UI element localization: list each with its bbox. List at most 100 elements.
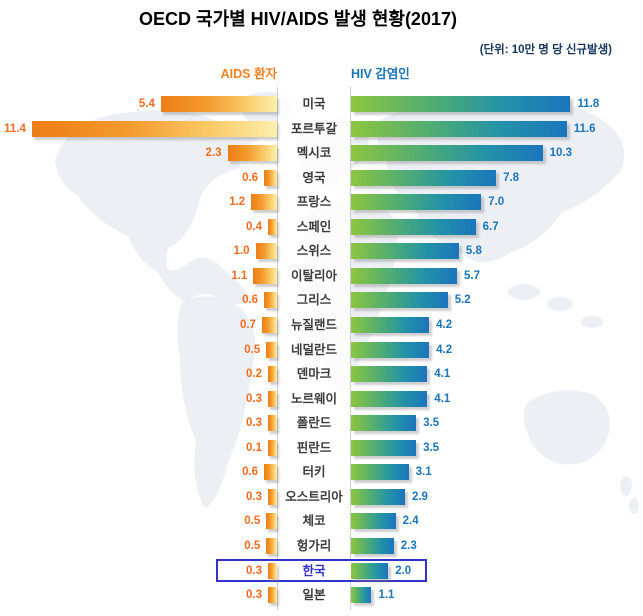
hiv-value-label: 4.2 (436, 343, 453, 356)
hiv-bar (351, 120, 567, 137)
hiv-value-label: 2.0 (395, 564, 412, 577)
legend-aids-label: AIDS 환자 (220, 67, 277, 81)
aids-bar (227, 145, 277, 162)
country-label: 포르투갈 (290, 121, 337, 136)
aids-bar (268, 562, 277, 579)
legend-hiv-label: HIV 감염인 (351, 67, 410, 81)
country-label: 노르웨이 (290, 391, 337, 406)
hiv-bar (351, 464, 409, 481)
hiv-bar (351, 562, 389, 579)
right-axis-line (350, 87, 351, 610)
aids-value-label: 0.7 (239, 319, 256, 331)
country-label: 일본 (302, 588, 326, 602)
aids-bar (266, 341, 277, 358)
hiv-bar (351, 341, 430, 358)
aids-bar (255, 243, 277, 260)
aids-bar (268, 218, 277, 235)
hiv-value-label: 1.1 (378, 589, 395, 601)
hiv-bar (351, 169, 497, 186)
hiv-value-label: 2.9 (411, 490, 428, 503)
hiv-value-label: 5.7 (464, 269, 481, 282)
hiv-value-label: 5.2 (454, 294, 471, 307)
country-label: 미국 (302, 97, 326, 111)
country-label: 헝가리 (296, 538, 332, 553)
chart-title: OECD 국가별 HIV/AIDS 발생 현황(2017) (139, 9, 457, 29)
aids-bar (251, 194, 277, 211)
hiv-bar (351, 415, 417, 432)
country-label: 폴란드 (296, 416, 332, 431)
aids-value-label: 1.0 (233, 245, 250, 258)
hiv-value-label: 4.1 (434, 368, 451, 381)
unit-note: (단위: 10만 명 당 신규발생) (479, 44, 612, 56)
aids-bar (268, 415, 277, 432)
hiv-bar (351, 243, 459, 260)
aids-bar (160, 96, 277, 112)
hiv-value-label: 11.8 (577, 98, 600, 110)
country-label: 오스트리아 (285, 489, 343, 504)
aids-value-label: 0.4 (246, 220, 262, 233)
aids-value-label: 0.3 (246, 564, 262, 577)
aids-value-label: 11.4 (4, 122, 26, 135)
aids-value-label: 0.3 (246, 417, 262, 430)
hiv-bar (351, 366, 428, 383)
hiv-bar (351, 513, 396, 530)
aids-bar (268, 390, 277, 407)
aids-value-label: 0.3 (246, 589, 262, 601)
aids-value-label: 5.4 (138, 98, 155, 110)
aids-bar (264, 464, 277, 481)
hiv-value-label: 7.8 (503, 171, 520, 184)
country-label: 덴마크 (296, 367, 332, 382)
hiv-bar (351, 145, 543, 162)
aids-value-label: 0.6 (242, 466, 259, 479)
country-label: 그리스 (296, 293, 332, 308)
country-label: 터키 (302, 465, 326, 480)
hiv-value-label: 2.4 (402, 515, 419, 528)
left-axis-line (277, 87, 278, 610)
country-label: 핀란드 (296, 440, 332, 455)
hiv-value-label: 6.7 (482, 220, 499, 233)
hiv-value-label: 7.0 (488, 196, 505, 209)
aids-bar (253, 267, 277, 284)
country-label: 영국 (302, 170, 326, 185)
aids-bar (264, 292, 277, 309)
aids-value-label: 0.6 (242, 171, 259, 184)
country-label: 체코 (302, 514, 326, 529)
hiv-bar (351, 194, 482, 211)
aids-bar (266, 513, 277, 530)
aids-value-label: 0.3 (246, 392, 262, 405)
country-label: 한국 (302, 563, 326, 578)
hiv-value-label: 3.5 (423, 417, 440, 430)
hiv-bar (351, 488, 405, 505)
aids-bar (31, 120, 277, 137)
aids-bar (268, 366, 277, 383)
aids-value-label: 0.1 (246, 441, 262, 454)
aids-value-label: 0.2 (246, 368, 262, 381)
hiv-value-label: 10.3 (549, 147, 572, 160)
hiv-bar (351, 317, 430, 333)
aids-value-label: 0.6 (242, 294, 259, 307)
country-label: 이탈리아 (290, 268, 337, 283)
country-label: 프랑스 (296, 195, 332, 210)
hiv-bar (351, 218, 476, 235)
hiv-value-label: 11.6 (573, 122, 596, 135)
hiv-bar (351, 267, 458, 284)
hiv-bar (351, 96, 571, 112)
hiv-value-label: 4.2 (436, 319, 453, 331)
country-label: 스페인 (296, 219, 332, 234)
hiv-bar (351, 390, 428, 407)
country-label: 네덜란드 (290, 342, 337, 357)
country-label: 스위스 (296, 244, 332, 259)
hiv-bar (351, 439, 417, 456)
aids-value-label: 0.5 (244, 539, 261, 552)
hiv-value-label: 4.1 (434, 392, 451, 405)
aids-bar (264, 169, 277, 186)
country-label: 뉴질랜드 (290, 318, 337, 332)
hiv-bar (351, 292, 448, 309)
aids-value-label: 1.1 (231, 269, 248, 282)
aids-value-label: 0.5 (244, 515, 261, 528)
hiv-value-label: 5.8 (465, 245, 482, 258)
hiv-value-label: 2.3 (400, 539, 417, 552)
center-label-band (278, 87, 350, 610)
aids-bar (266, 537, 277, 554)
